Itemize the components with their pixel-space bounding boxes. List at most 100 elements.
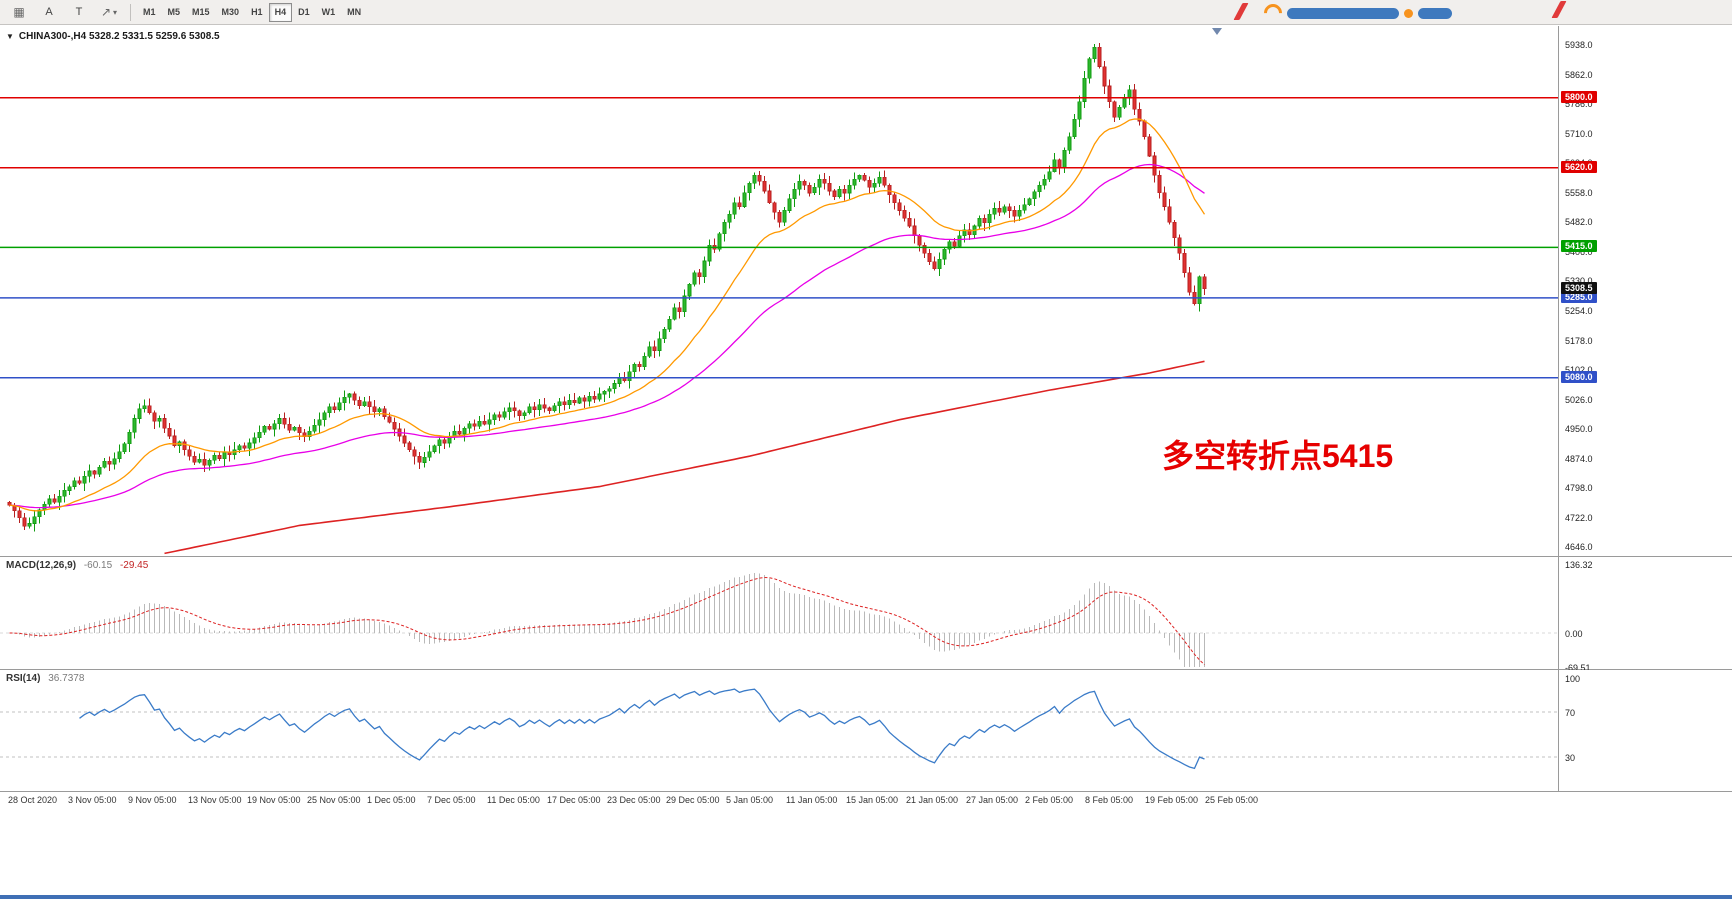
time-tick: 8 Feb 05:00 — [1085, 795, 1134, 805]
logo-wordmark — [1287, 7, 1399, 19]
top-toolbar: ▦ A T ↗ ▾ M1 M5 M15 M30 H1 H4 D1 W1 MN — [0, 0, 1732, 25]
logo-dot — [1404, 8, 1413, 18]
time-tick: 11 Jan 05:00 — [786, 795, 838, 805]
price-tick: 4798.0 — [1565, 483, 1593, 494]
price-tick: 5862.0 — [1565, 69, 1593, 80]
text-annotation-tool-button[interactable]: A — [35, 2, 63, 23]
ma-lines — [9, 118, 1206, 555]
macd-title: MACD(12,26,9) — [6, 560, 77, 571]
timeframe-h4-button[interactable]: H4 — [268, 2, 293, 22]
candles-layer — [7, 42, 1207, 532]
toolbar-separator — [130, 3, 131, 21]
axis-separator-line — [1558, 26, 1559, 791]
ma-mid-line — [9, 163, 1205, 509]
time-tick: 27 Jan 05:00 — [966, 795, 1019, 805]
chart-annotation: 多空转折点5415 — [1162, 438, 1394, 474]
time-tick: 19 Feb 05:00 — [1145, 795, 1199, 805]
macd-signal-value: -29.45 — [119, 560, 149, 571]
time-tick: 11 Dec 05:00 — [487, 795, 540, 805]
price-tick: 5330.0 — [1565, 276, 1593, 286]
window-bottom-border — [0, 895, 1732, 899]
price-tick: 5710.0 — [1565, 128, 1593, 139]
timeframe-mn-button[interactable]: MN — [347, 7, 362, 17]
macd-pane[interactable] — [0, 557, 1558, 669]
caret-down-icon: ▾ — [113, 7, 118, 17]
time-tick: 29 Dec 05:00 — [666, 795, 720, 805]
price-tick: 5026.0 — [1565, 394, 1593, 405]
rsi-tick: 100 — [1565, 674, 1581, 685]
level-price-tag: 5800.0 — [1561, 90, 1597, 103]
collapse-chart-icon[interactable]: ▼ — [6, 32, 14, 41]
time-tick: 13 Nov 05:00 — [188, 795, 242, 805]
ma-slow-line — [164, 360, 1205, 555]
level-price-tag: 5285.0 — [1561, 290, 1597, 303]
timeframe-h1-button[interactable]: H1 — [251, 7, 263, 17]
level-price-tag: 5415.0 — [1561, 240, 1597, 253]
chart-title: CHINA300-,H4 5328.2 5331.5 5259.6 5308.5 — [18, 31, 220, 42]
time-tick: 25 Nov 05:00 — [307, 795, 361, 805]
time-tick: 2 Feb 05:00 — [1025, 795, 1074, 805]
timeframe-m1-button[interactable]: M1 — [143, 7, 156, 17]
price-tick: 4874.0 — [1565, 453, 1593, 464]
macd-label: MACD(12,26,9) -60.15 -29.45 — [6, 560, 148, 571]
time-axis-divider — [0, 791, 1732, 792]
rsi-pane[interactable] — [0, 670, 1558, 791]
broker-logo — [1260, 0, 1452, 26]
pane-divider[interactable] — [0, 556, 1732, 557]
rsi-axis: 100 70 30 — [1559, 670, 1732, 791]
rsi-line — [79, 688, 1205, 770]
price-tick: 5558.0 — [1565, 187, 1593, 198]
time-tick: 3 Nov 05:00 — [68, 795, 117, 805]
logo-wordmark-small — [1418, 7, 1452, 19]
time-tick: 28 Oct 2020 — [8, 795, 58, 805]
timeframe-w1-button[interactable]: W1 — [321, 7, 336, 17]
pane-divider-2[interactable] — [0, 669, 1732, 670]
time-tick: 15 Jan 05:00 — [846, 795, 899, 805]
timeframe-m5-button[interactable]: M5 — [167, 7, 181, 17]
timeframe-m15-button[interactable]: M15 — [192, 7, 210, 17]
chart-title-bar: ▼ CHINA300-,H4 5328.2 5331.5 5259.6 5308… — [6, 31, 220, 42]
horizontal-level-lines[interactable] — [0, 96, 1558, 379]
price-tick: 4646.0 — [1565, 542, 1593, 553]
price-tick: 5786.0 — [1565, 99, 1593, 110]
price-tick: 5102.0 — [1565, 365, 1593, 375]
time-tick: 21 Jan 05:00 — [906, 795, 959, 805]
time-tick: 25 Feb 05:00 — [1205, 795, 1259, 805]
rsi-tick: 70 — [1565, 708, 1576, 718]
price-tick: 4722.0 — [1565, 512, 1593, 523]
text-tool-label: A — [45, 6, 53, 18]
level-price-tag: 5620.0 — [1561, 160, 1597, 173]
chart-shift-marker — [1212, 28, 1222, 35]
macd-tick: 136.32 — [1565, 559, 1593, 570]
time-tick: 9 Nov 05:00 — [128, 795, 177, 805]
macd-tick: 0.00 — [1565, 629, 1583, 639]
ma-fast-line — [9, 118, 1206, 512]
timeframe-d1-button[interactable]: D1 — [298, 7, 310, 17]
current-price-tag: 5308.5 — [1561, 281, 1597, 294]
grid-icon: ▦ — [13, 5, 25, 19]
label-tool-button[interactable]: T — [65, 2, 93, 23]
time-tick: 19 Nov 05:00 — [247, 795, 301, 805]
label-tool-label: T — [75, 6, 83, 18]
price-tick: 5482.0 — [1565, 217, 1593, 228]
macd-axis: 136.32 0.00 -69.51 — [1559, 557, 1732, 673]
grid-tool-button[interactable]: ▦ — [5, 2, 33, 23]
rsi-title: RSI(14) — [6, 673, 41, 684]
time-tick: 1 Dec 05:00 — [367, 795, 416, 805]
time-tick: 23 Dec 05:00 — [607, 795, 661, 805]
time-tick: 5 Jan 05:00 — [726, 795, 774, 805]
price-axis[interactable]: 5938.05862.05786.05710.05634.05558.05482… — [1559, 26, 1732, 556]
main-chart-pane[interactable] — [0, 26, 1558, 556]
trendline-tool-button[interactable]: ↗ ▾ — [95, 2, 123, 23]
rsi-tick: 30 — [1565, 753, 1576, 763]
macd-main-value: -60.15 — [83, 560, 113, 571]
rsi-label: RSI(14) 36.7378 — [6, 673, 84, 684]
trendline-icon: ↗ — [100, 5, 112, 19]
time-axis[interactable]: 28 Oct 2020 3 Nov 05:00 9 Nov 05:00 13 Nov … — [0, 792, 1558, 811]
macd-tick: -69.51 — [1565, 663, 1591, 673]
logo-arc — [1260, 0, 1286, 26]
macd-signal-line — [9, 576, 1205, 666]
time-tick: 17 Dec 05:00 — [547, 795, 601, 805]
timeframe-m30-button[interactable]: M30 — [221, 7, 240, 17]
